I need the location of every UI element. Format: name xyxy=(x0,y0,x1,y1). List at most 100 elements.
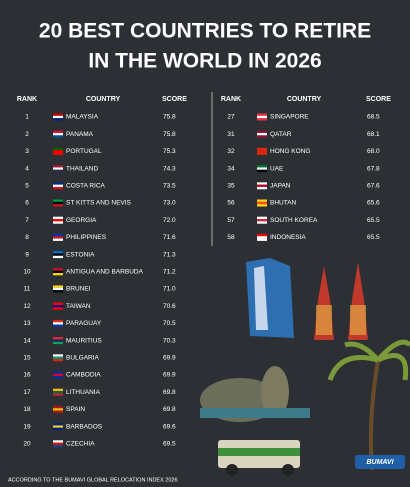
score: 65.5 xyxy=(367,234,380,241)
flag xyxy=(53,147,63,151)
title-line: 20 BEST COUNTRIES TO RETIRE xyxy=(39,20,371,43)
flag xyxy=(53,167,63,170)
country: BRUNEI xyxy=(66,286,91,293)
rank: 11 xyxy=(24,286,31,293)
flag xyxy=(53,371,63,374)
flag xyxy=(53,236,63,239)
score: 71.6 xyxy=(163,234,176,241)
rank: 13 xyxy=(23,320,31,327)
score: 67.8 xyxy=(367,165,380,172)
flag xyxy=(257,130,267,134)
country: UAE xyxy=(270,165,284,172)
score: 70.3 xyxy=(163,337,176,344)
flag xyxy=(53,322,63,325)
flag xyxy=(53,255,63,259)
score: 69.9 xyxy=(163,355,176,362)
country: CZECHIA xyxy=(66,441,95,448)
flag xyxy=(53,354,63,357)
logo: BUMAVI xyxy=(366,459,394,466)
column-header: RANK xyxy=(17,96,37,103)
source-note: ACCORDING TO THE BUMAVI GLOBAL RELOCATIO… xyxy=(8,477,178,483)
rank: 56 xyxy=(227,200,235,207)
country: ANTIGUA AND BARBUDA xyxy=(66,269,144,276)
flag xyxy=(53,324,63,327)
rank: 3 xyxy=(25,148,29,155)
flag xyxy=(53,199,63,202)
column-header: RANK xyxy=(221,96,241,103)
flag xyxy=(53,270,63,273)
score: 75.8 xyxy=(163,131,176,138)
flag xyxy=(257,201,267,205)
score: 69.6 xyxy=(163,423,176,430)
country: BARBADOS xyxy=(66,423,103,430)
flag xyxy=(53,337,63,340)
flag xyxy=(53,186,63,190)
flag xyxy=(53,442,63,445)
flag xyxy=(53,305,63,308)
score: 74.3 xyxy=(163,165,176,172)
country: TAIWAN xyxy=(66,303,91,310)
flag xyxy=(257,150,267,153)
flag xyxy=(53,182,63,185)
score: 65.6 xyxy=(367,200,380,207)
rank: 57 xyxy=(227,217,235,224)
flag xyxy=(53,268,63,271)
rank: 6 xyxy=(25,200,29,207)
flag xyxy=(257,219,267,222)
country: GEORGIA xyxy=(66,217,97,224)
flag xyxy=(53,388,63,392)
country: SOUTH KOREA xyxy=(270,217,318,224)
score: 71.2 xyxy=(163,269,176,276)
column-header: SCORE xyxy=(162,96,187,103)
flag xyxy=(53,341,63,345)
column-header: COUNTRY xyxy=(86,96,121,103)
flag xyxy=(53,405,63,409)
rank: 27 xyxy=(227,114,235,121)
flag xyxy=(53,391,63,394)
score: 75.3 xyxy=(163,148,176,155)
country: QATAR xyxy=(270,131,292,138)
flag xyxy=(53,287,63,291)
flag xyxy=(53,358,63,362)
country: PORTUGAL xyxy=(66,148,102,155)
flag xyxy=(257,184,267,187)
country: SINGAPORE xyxy=(270,114,309,121)
flag xyxy=(257,182,267,185)
rank: 31 xyxy=(227,131,235,138)
flag xyxy=(53,133,63,136)
country: CAMBODIA xyxy=(66,372,101,379)
flag xyxy=(53,130,63,134)
score: 70.5 xyxy=(163,320,176,327)
rank: 19 xyxy=(23,423,31,430)
score: 71.3 xyxy=(163,251,176,258)
flag xyxy=(53,285,63,288)
country: ST KITTS AND NEVIS xyxy=(66,200,132,207)
country: MALAYSIA xyxy=(66,114,99,121)
flag xyxy=(257,169,267,173)
score: 71.0 xyxy=(163,286,176,293)
flag xyxy=(53,290,63,293)
title-line: IN THE WORLD IN 2026 xyxy=(88,50,321,73)
rank: 18 xyxy=(23,406,31,413)
flag xyxy=(53,272,63,276)
column-header: SCORE xyxy=(366,96,391,103)
column-header: COUNTRY xyxy=(287,96,322,103)
rank: 14 xyxy=(23,337,31,344)
flag xyxy=(257,167,267,170)
flag xyxy=(53,253,63,256)
flag xyxy=(257,118,267,121)
score: 73.5 xyxy=(163,183,176,190)
flag xyxy=(53,408,63,411)
flag xyxy=(53,150,63,153)
flag xyxy=(53,216,63,220)
country: PARAGUAY xyxy=(66,320,102,327)
flag xyxy=(257,113,267,116)
flag xyxy=(53,307,63,310)
flag xyxy=(53,376,63,379)
flag xyxy=(257,233,267,237)
rank: 12 xyxy=(23,303,31,310)
country: COSTA RICA xyxy=(66,183,106,190)
rank: 9 xyxy=(25,251,29,258)
flag xyxy=(53,204,63,207)
